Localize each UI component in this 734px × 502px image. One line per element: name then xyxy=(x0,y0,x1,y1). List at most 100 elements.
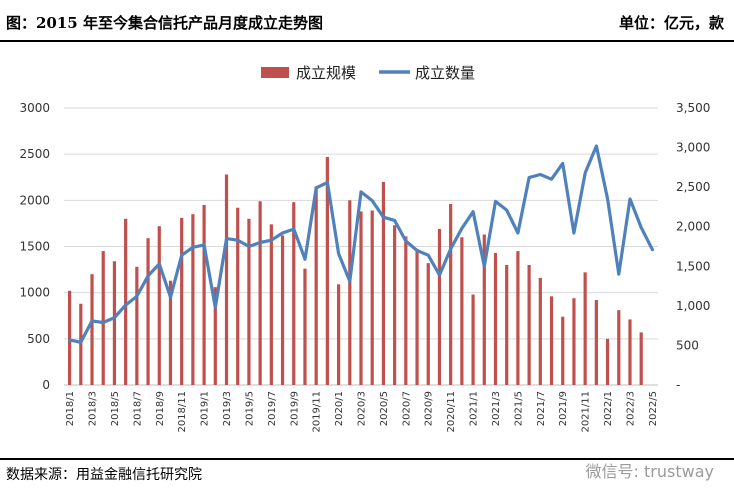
bar xyxy=(124,218,128,385)
bar xyxy=(224,174,229,385)
bar xyxy=(236,207,240,385)
x-tick-label: 2018/7 xyxy=(132,391,143,426)
x-tick-label: 2020/9 xyxy=(424,391,435,426)
x-tick-label: 2020/1 xyxy=(334,391,345,426)
series-line-count xyxy=(67,144,655,344)
y-right-tick-label: 3,000 xyxy=(676,141,710,155)
bar xyxy=(404,236,408,385)
bar xyxy=(527,264,531,385)
bar xyxy=(449,204,453,385)
bar xyxy=(135,266,139,385)
x-tick-label: 2019/11 xyxy=(312,391,323,433)
y-left-tick-label: 2500 xyxy=(19,147,50,161)
bar xyxy=(605,338,610,385)
x-tick-label: 2019/7 xyxy=(267,391,278,426)
bar xyxy=(157,226,161,385)
bar xyxy=(370,210,374,385)
bottom-rule xyxy=(0,458,734,460)
legend-label-bar: 成立规模 xyxy=(296,64,356,82)
x-tick-label: 2019/1 xyxy=(200,391,211,426)
y-right-tick-label: 2,000 xyxy=(676,220,710,234)
x-tick-label: 2018/3 xyxy=(88,391,99,426)
bar xyxy=(538,277,542,385)
bar xyxy=(325,156,329,385)
bar xyxy=(258,201,262,385)
bar xyxy=(572,298,576,385)
bar xyxy=(336,284,341,385)
bar xyxy=(482,234,486,385)
bar xyxy=(168,280,173,385)
bar xyxy=(639,332,643,385)
y-right-tick-label: 500 xyxy=(676,338,699,352)
x-tick-label: 2019/3 xyxy=(222,391,233,426)
y-right-tick-label: 1,500 xyxy=(676,259,710,273)
source-note: 数据来源：用益金融信托研究院 xyxy=(6,467,202,483)
bar xyxy=(101,251,105,385)
x-tick-label: 2019/5 xyxy=(244,391,255,426)
x-tick-label: 2019/9 xyxy=(289,391,300,426)
bar xyxy=(191,214,195,385)
bar xyxy=(359,211,363,385)
bar xyxy=(280,235,285,385)
bar xyxy=(202,204,206,385)
bar xyxy=(471,294,475,385)
unit-label: 单位：亿元，款 xyxy=(618,14,724,32)
bar xyxy=(180,217,184,385)
legend-label-line: 成立数量 xyxy=(415,64,475,82)
bar xyxy=(561,316,565,385)
bar xyxy=(594,300,598,385)
x-tick-label: 2018/11 xyxy=(177,391,188,433)
y-right-tick-label: 1,000 xyxy=(676,299,710,313)
bar xyxy=(437,228,442,385)
bar xyxy=(146,238,150,385)
x-tick-label: 2021/5 xyxy=(513,391,524,426)
bar xyxy=(460,237,464,385)
x-tick-label: 2020/11 xyxy=(446,391,457,433)
x-tick-label: 2020/3 xyxy=(357,391,368,426)
x-tick-label: 2022/5 xyxy=(648,391,659,426)
y-right-tick-label: - xyxy=(676,378,680,392)
bar xyxy=(213,287,217,385)
bar xyxy=(583,272,587,385)
x-tick-label: 2020/7 xyxy=(401,391,412,426)
x-tick-label: 2021/11 xyxy=(581,391,592,433)
y-left-tick-label: 3000 xyxy=(19,101,50,115)
y-left-tick-label: 1000 xyxy=(19,286,50,300)
bar xyxy=(505,264,509,385)
y-left-tick-label: 2000 xyxy=(19,193,50,207)
y-right-tick-label: 3,500 xyxy=(676,101,710,115)
y-left-tick-label: 1500 xyxy=(19,240,50,254)
x-tick-label: 2021/1 xyxy=(469,391,480,426)
bar xyxy=(493,252,498,385)
watermark: 微信号: trustway xyxy=(585,462,714,481)
x-tick-label: 2021/3 xyxy=(491,391,502,426)
chart-title: 图：2015 年至今集合信托产品月度成立走势图 xyxy=(6,14,323,32)
bar xyxy=(90,274,94,385)
bar xyxy=(348,200,352,385)
bar xyxy=(393,225,397,385)
top-rule xyxy=(0,40,734,42)
x-tick-label: 2022/3 xyxy=(626,391,637,426)
bar xyxy=(79,303,83,385)
bar xyxy=(247,218,251,385)
chart-legend: 成立规模 成立数量 xyxy=(261,64,475,82)
bar xyxy=(68,290,72,385)
bar xyxy=(617,310,621,385)
x-tick-label: 2021/9 xyxy=(558,391,569,426)
y-right-tick-label: 2,500 xyxy=(676,180,710,194)
x-tick-label: 2022/1 xyxy=(603,391,614,426)
bar xyxy=(415,249,419,385)
bar xyxy=(549,296,554,385)
y-left-tick-label: 500 xyxy=(27,332,50,346)
bar xyxy=(314,186,318,385)
bar xyxy=(303,268,307,385)
bar xyxy=(381,181,386,385)
legend-swatch-bar xyxy=(261,67,289,78)
bar xyxy=(269,224,273,385)
chart-header: 图：2015 年至今集合信托产品月度成立走势图 单位：亿元，款 xyxy=(0,0,734,40)
bar xyxy=(628,319,632,385)
bar xyxy=(112,261,117,385)
x-tick-label: 2021/7 xyxy=(536,391,547,426)
x-tick-label: 2018/9 xyxy=(155,391,166,426)
